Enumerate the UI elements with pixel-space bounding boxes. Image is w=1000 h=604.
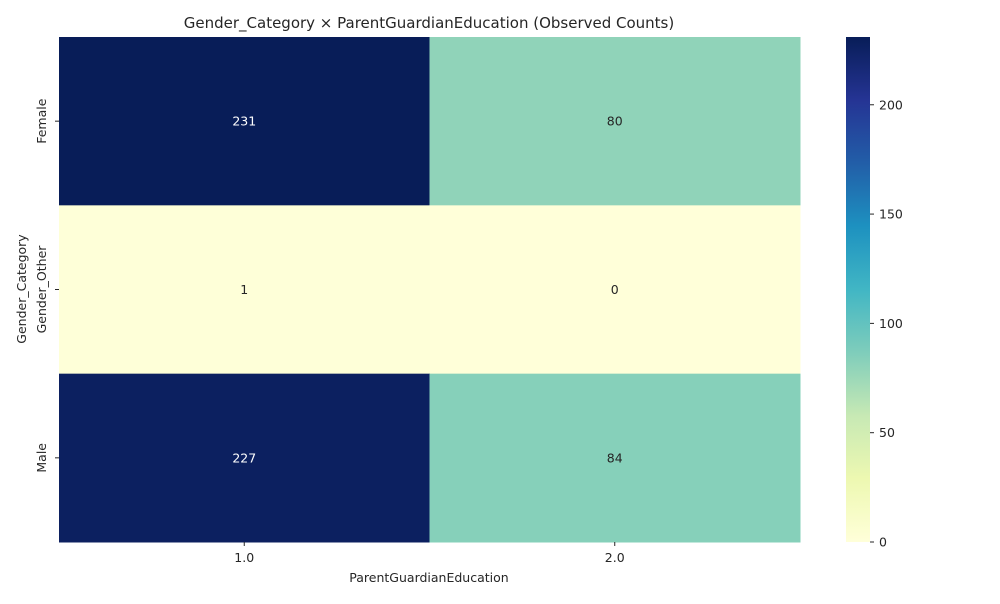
colorbar-tick-label: 0 [879, 535, 887, 550]
x-axis: 1.0 2.0 [234, 542, 625, 565]
y-tick-label: Female [34, 98, 49, 144]
chart-title: Gender_Category × ParentGuardianEducatio… [184, 14, 674, 33]
y-axis-label: Gender_Category [14, 234, 29, 344]
heatmap-cell [429, 205, 801, 375]
heatmap-cell [59, 373, 430, 543]
cell-value-label: 80 [607, 114, 623, 129]
heatmap-cell [429, 373, 801, 543]
colorbar-tick-label: 100 [879, 316, 903, 331]
y-tick-label: Male [34, 443, 49, 473]
heatmap-cell [59, 205, 430, 375]
cell-value-label: 0 [611, 282, 619, 297]
colorbar-tick-label: 150 [879, 207, 903, 222]
heatmap-cell [429, 37, 801, 206]
cell-value-label: 1 [240, 282, 248, 297]
colorbar-tick-label: 50 [879, 425, 895, 440]
y-axis: Female Gender_Other Male [34, 98, 59, 473]
cell-value-label: 231 [232, 114, 256, 129]
y-tick-label: Gender_Other [34, 245, 49, 334]
x-axis-label: ParentGuardianEducation [349, 570, 508, 585]
colorbar-ticks: 0 50 100 150 200 [870, 97, 903, 550]
cell-value-label: 227 [232, 450, 256, 465]
cell-value-label: 84 [607, 450, 623, 465]
colorbar-tick-label: 200 [879, 97, 903, 112]
colorbar [846, 37, 870, 542]
x-tick-label: 1.0 [234, 550, 254, 565]
heatmap-cells: 231 80 1 0 227 84 [59, 37, 801, 543]
heatmap-cell [59, 37, 430, 206]
x-tick-label: 2.0 [605, 550, 625, 565]
